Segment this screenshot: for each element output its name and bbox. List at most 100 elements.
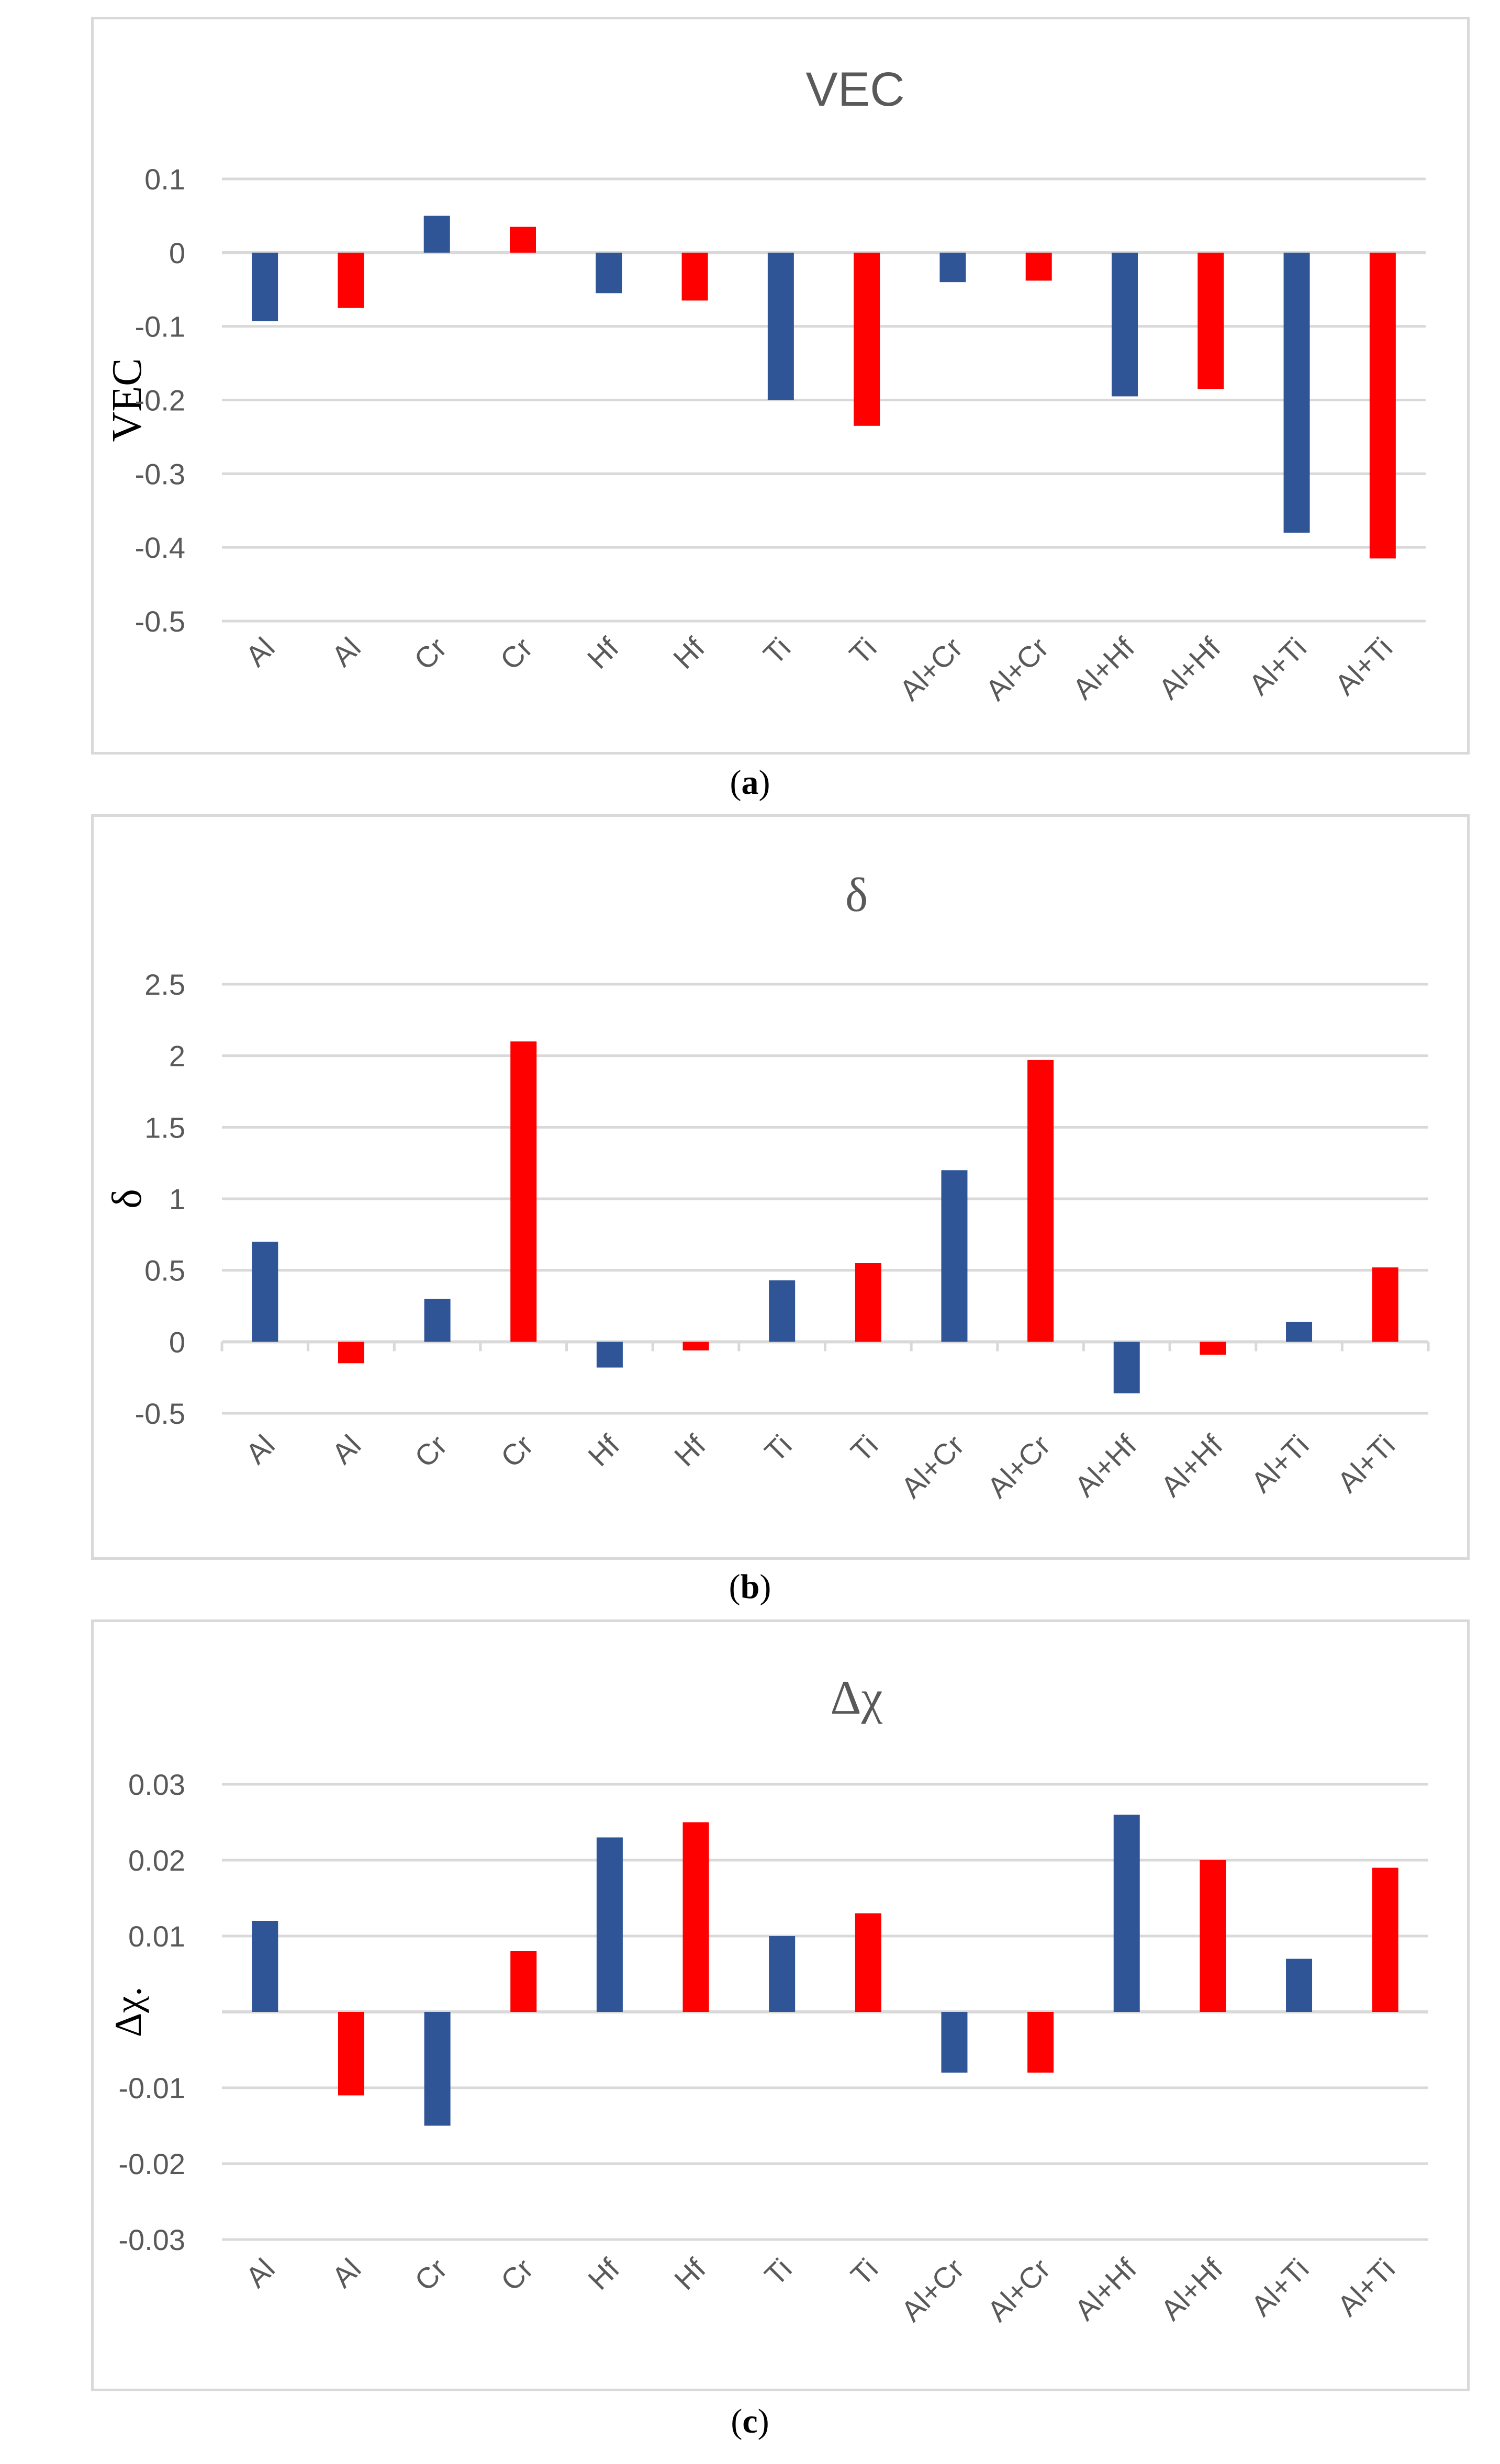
y-tick-label: -0.5 (135, 1397, 186, 1430)
bar-al-ti-blue (1286, 1322, 1313, 1342)
bar-al-blue (252, 252, 278, 321)
x-category-label: Cr (494, 631, 539, 676)
x-category-label: Ti (844, 2252, 884, 2292)
y-tick-label: -0.5 (135, 605, 186, 638)
bar-cr-blue (423, 216, 450, 253)
bar-al-cr-blue (939, 252, 966, 283)
x-category-label: Al+Cr (894, 1428, 970, 1504)
y-tick-label: -0.1 (135, 310, 186, 343)
x-category-label: Cr (408, 631, 453, 676)
bar-al-hf-red (1200, 1342, 1226, 1355)
x-category-label: Al+Cr (979, 631, 1055, 707)
chart-title: Δχ (831, 1671, 883, 1724)
x-category-label: Cr (408, 1428, 453, 1473)
bar-hf-red (682, 1822, 709, 2012)
bar-ti-blue (769, 1936, 796, 2012)
x-category-label: Al+Hf (1068, 2252, 1143, 2327)
y-tick-label: 2.5 (144, 968, 185, 1001)
x-category-label: Al+Cr (894, 2252, 970, 2328)
y-tick-label: -0.2 (135, 384, 186, 417)
bar-al-hf-red (1200, 1860, 1226, 2012)
bar-al-cr-red (1027, 2012, 1054, 2073)
bar-al-hf-blue (1112, 252, 1138, 397)
x-category-label: Al+Hf (1154, 1428, 1229, 1503)
x-category-label: Al (239, 1428, 281, 1470)
y-tick-label: 1.5 (144, 1111, 185, 1144)
x-category-label: Al (326, 1428, 367, 1470)
vec-chart-svg: VEC VEC 0.1 0 -0.1 -0.2 -0.3 -0.4 -0.5 Al Al Cr Cr Hf… (104, 63, 1426, 707)
bar-al-red (338, 2012, 364, 2096)
bar-ti-blue (769, 1280, 796, 1342)
x-category-label: Al+Ti (1331, 1428, 1401, 1499)
y-axis-label: VEC (104, 358, 150, 442)
bar-cr-blue (424, 1299, 451, 1342)
x-category-label: Al (239, 631, 281, 673)
bar-al-cr-red (1025, 252, 1052, 281)
x-category-label: Ti (844, 1428, 884, 1468)
bar-cr-blue (424, 2012, 451, 2126)
bar-al-ti-red (1369, 252, 1396, 559)
bar-hf-blue (596, 252, 622, 294)
x-category-label: Hf (581, 2252, 625, 2296)
bar-al-blue (252, 1921, 278, 2012)
caption-b-letter: b (740, 1568, 760, 1606)
bar-ti-red (855, 1913, 881, 2012)
x-category-label: Al+Cr (893, 631, 969, 707)
bar-al-ti-blue (1283, 252, 1310, 533)
x-category-label: Hf (581, 1428, 625, 1472)
bar-cr-red (510, 1951, 537, 2012)
x-category-label: Hf (667, 631, 711, 675)
x-category-label: Ti (843, 631, 883, 671)
y-tick-label: 0.01 (128, 1920, 185, 1953)
x-category-label: Ti (757, 631, 797, 671)
x-category-label: Cr (494, 1428, 539, 1473)
caption-a: (a) (730, 763, 770, 802)
delta-chart-svg: δδ2.521.510.50-0.5Al Al Cr Cr Hf Hf Ti Ti Al+Cr A… (104, 868, 1430, 1504)
y-tick-label: -0.4 (135, 531, 186, 564)
y-tick-label: 0.1 (144, 163, 185, 196)
x-category-label: Al+Cr (981, 1428, 1057, 1504)
chart-panel-delta-chi: Δχ Δχ. 0.03 0.02 0.01 -0.01 -0.02 -0.03 Al Al Cr Cr… (91, 1619, 1470, 2391)
y-tick-label: -0.3 (135, 457, 186, 490)
chart-panel-vec: VEC VEC 0.1 0 -0.1 -0.2 -0.3 -0.4 -0.5 Al Al Cr Cr Hf… (91, 17, 1470, 755)
y-tick-label: -0.02 (118, 2147, 185, 2180)
y-tick-label: 1 (169, 1183, 185, 1216)
y-tick-label: 0.03 (128, 1768, 185, 1801)
y-tick-label: 2 (169, 1040, 185, 1073)
bar-al-hf-blue (1113, 1815, 1140, 2012)
bar-al-hf-red (1197, 252, 1224, 389)
bar-al-ti-red (1372, 1867, 1398, 2012)
bar-al-hf-blue (1113, 1342, 1140, 1393)
x-category-label: Al+Ti (1331, 2252, 1401, 2322)
bar-cr-red (510, 227, 536, 253)
chart-title: δ (845, 868, 868, 921)
y-tick-label: -0.01 (118, 2072, 185, 2105)
caption-b: (b) (729, 1568, 771, 1606)
bar-al-cr-blue (941, 1170, 968, 1342)
caption-c: (c) (731, 2402, 769, 2440)
y-tick-label: 0.02 (128, 1844, 185, 1877)
x-category-label: Cr (408, 2252, 453, 2297)
bar-al-red (338, 252, 364, 308)
bar-ti-red (854, 252, 880, 426)
x-category-label: Cr (494, 2252, 539, 2297)
x-category-label: Al+Hf (1068, 1428, 1143, 1503)
x-category-label: Al+Ti (1245, 2252, 1315, 2322)
chart-title: VEC (805, 63, 904, 116)
bar-cr-red (510, 1041, 537, 1342)
bar-al-cr-red (1027, 1060, 1054, 1342)
bar-al-ti-blue (1286, 1959, 1313, 2012)
x-category-label: Hf (581, 631, 625, 675)
x-category-label: Al+Cr (981, 2252, 1057, 2328)
x-category-label: Ti (758, 1428, 798, 1468)
y-tick-label: 0 (169, 1325, 185, 1358)
caption-c-letter: c (742, 2402, 758, 2440)
bar-al-red (338, 1342, 364, 1364)
bar-al-ti-red (1372, 1267, 1398, 1342)
y-axis-label: Δχ. (107, 1987, 149, 2037)
y-axis-label: δ (104, 1189, 150, 1209)
x-category-label: Al (326, 2252, 367, 2294)
x-category-label: Ti (758, 2252, 798, 2292)
x-category-label: Al+Hf (1154, 2252, 1229, 2327)
x-category-label: Al+Ti (1328, 631, 1398, 701)
